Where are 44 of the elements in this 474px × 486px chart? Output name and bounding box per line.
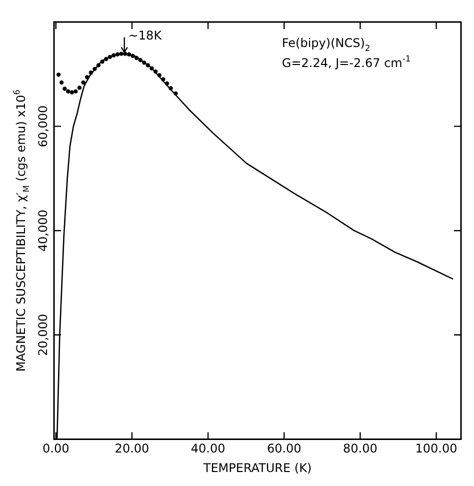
point [134,56,139,60]
point [146,63,150,68]
point [153,69,158,74]
x-tick-label: 80.00 [343,442,378,456]
x-tick-label: 20.00 [114,442,150,456]
point [130,54,135,58]
point [150,66,154,71]
point [115,52,120,56]
point [96,63,101,68]
point [70,90,74,95]
point [66,89,70,94]
point [174,91,178,96]
point [84,75,90,80]
y-tick-label: 40,000 [36,210,50,252]
x-axis-title: TEMPERATURE (K) [202,460,312,475]
point [56,72,61,77]
point [164,81,170,86]
point [157,73,162,78]
y-tick-label: 60,000 [36,105,50,148]
y-axis-title: MAGNETIC SUSCEPTIBILITY, χ′M (cgs emu) x106 [11,90,31,372]
point [142,60,146,65]
x-tick-label: 60.00 [266,442,302,456]
x-tick-label: 100.00 [415,442,458,456]
point [123,52,128,56]
point [74,89,78,94]
point [100,60,104,64]
x-tick-label: 40.00 [190,442,226,456]
annotation: ~18K [128,28,163,42]
point [77,86,82,90]
point [104,56,108,62]
point [88,70,93,75]
point [119,52,124,56]
point [161,77,166,82]
point [112,53,116,58]
x-tick-label: 0.00 [42,442,70,456]
point [62,86,67,91]
y-tick-label: 20,000 [36,314,50,356]
point [92,66,97,72]
point [126,52,132,56]
point [81,80,86,85]
point [138,58,142,62]
point [108,54,112,60]
point [168,86,173,90]
point [60,80,64,85]
